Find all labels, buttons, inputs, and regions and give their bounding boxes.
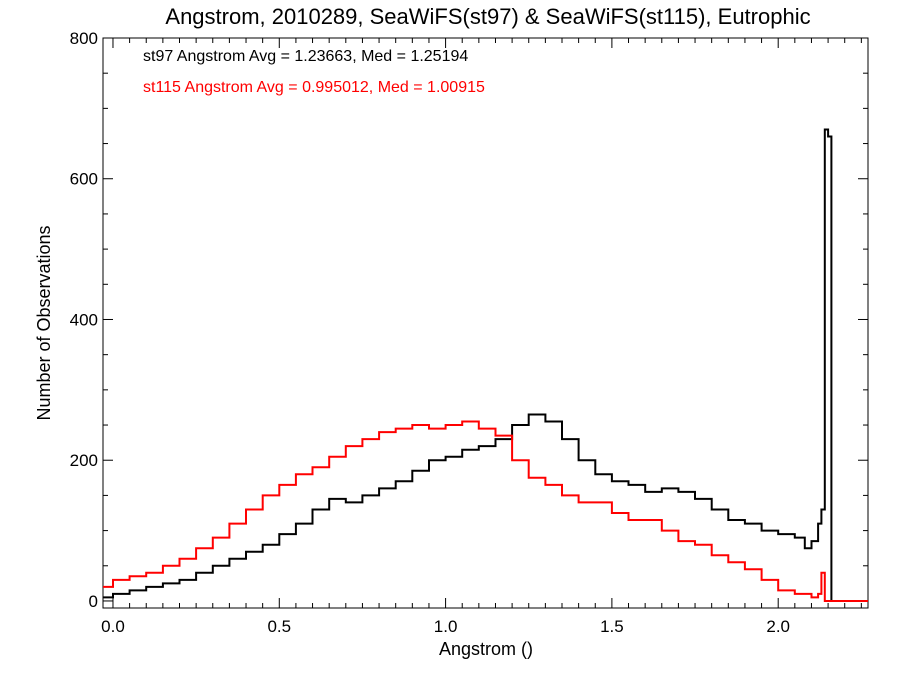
st115-stats-annotation: st115 Angstrom Avg = 0.995012, Med = 1.0… [143, 79, 485, 96]
y-tick-label: 0 [89, 592, 98, 611]
x-axis: 0.0 0.5 1.0 1.5 2.0 [101, 38, 862, 636]
series-line-0 [103, 128, 868, 602]
x-tick-label: 0.5 [267, 617, 291, 636]
x-tick-label: 2.0 [766, 617, 790, 636]
y-axis-label: Number of Observations [34, 225, 54, 420]
y-tick-label: 400 [70, 310, 98, 329]
series-layer [103, 128, 868, 602]
chart-title: Angstrom, 2010289, SeaWiFS(st97) & SeaWi… [165, 4, 810, 29]
y-tick-label: 200 [70, 451, 98, 470]
x-tick-label: 1.5 [600, 617, 624, 636]
y-tick-label: 800 [70, 29, 98, 48]
y-axis: 0 200 400 600 800 [70, 29, 868, 611]
st97-stats-annotation: st97 Angstrom Avg = 1.23663, Med = 1.251… [143, 48, 468, 65]
plot-frame [102, 37, 869, 609]
y-tick-label: 600 [70, 170, 98, 189]
x-tick-label: 1.0 [434, 617, 458, 636]
series-line-1 [103, 420, 868, 602]
x-tick-label: 0.0 [101, 617, 125, 636]
x-axis-label: Angstrom () [439, 639, 533, 659]
